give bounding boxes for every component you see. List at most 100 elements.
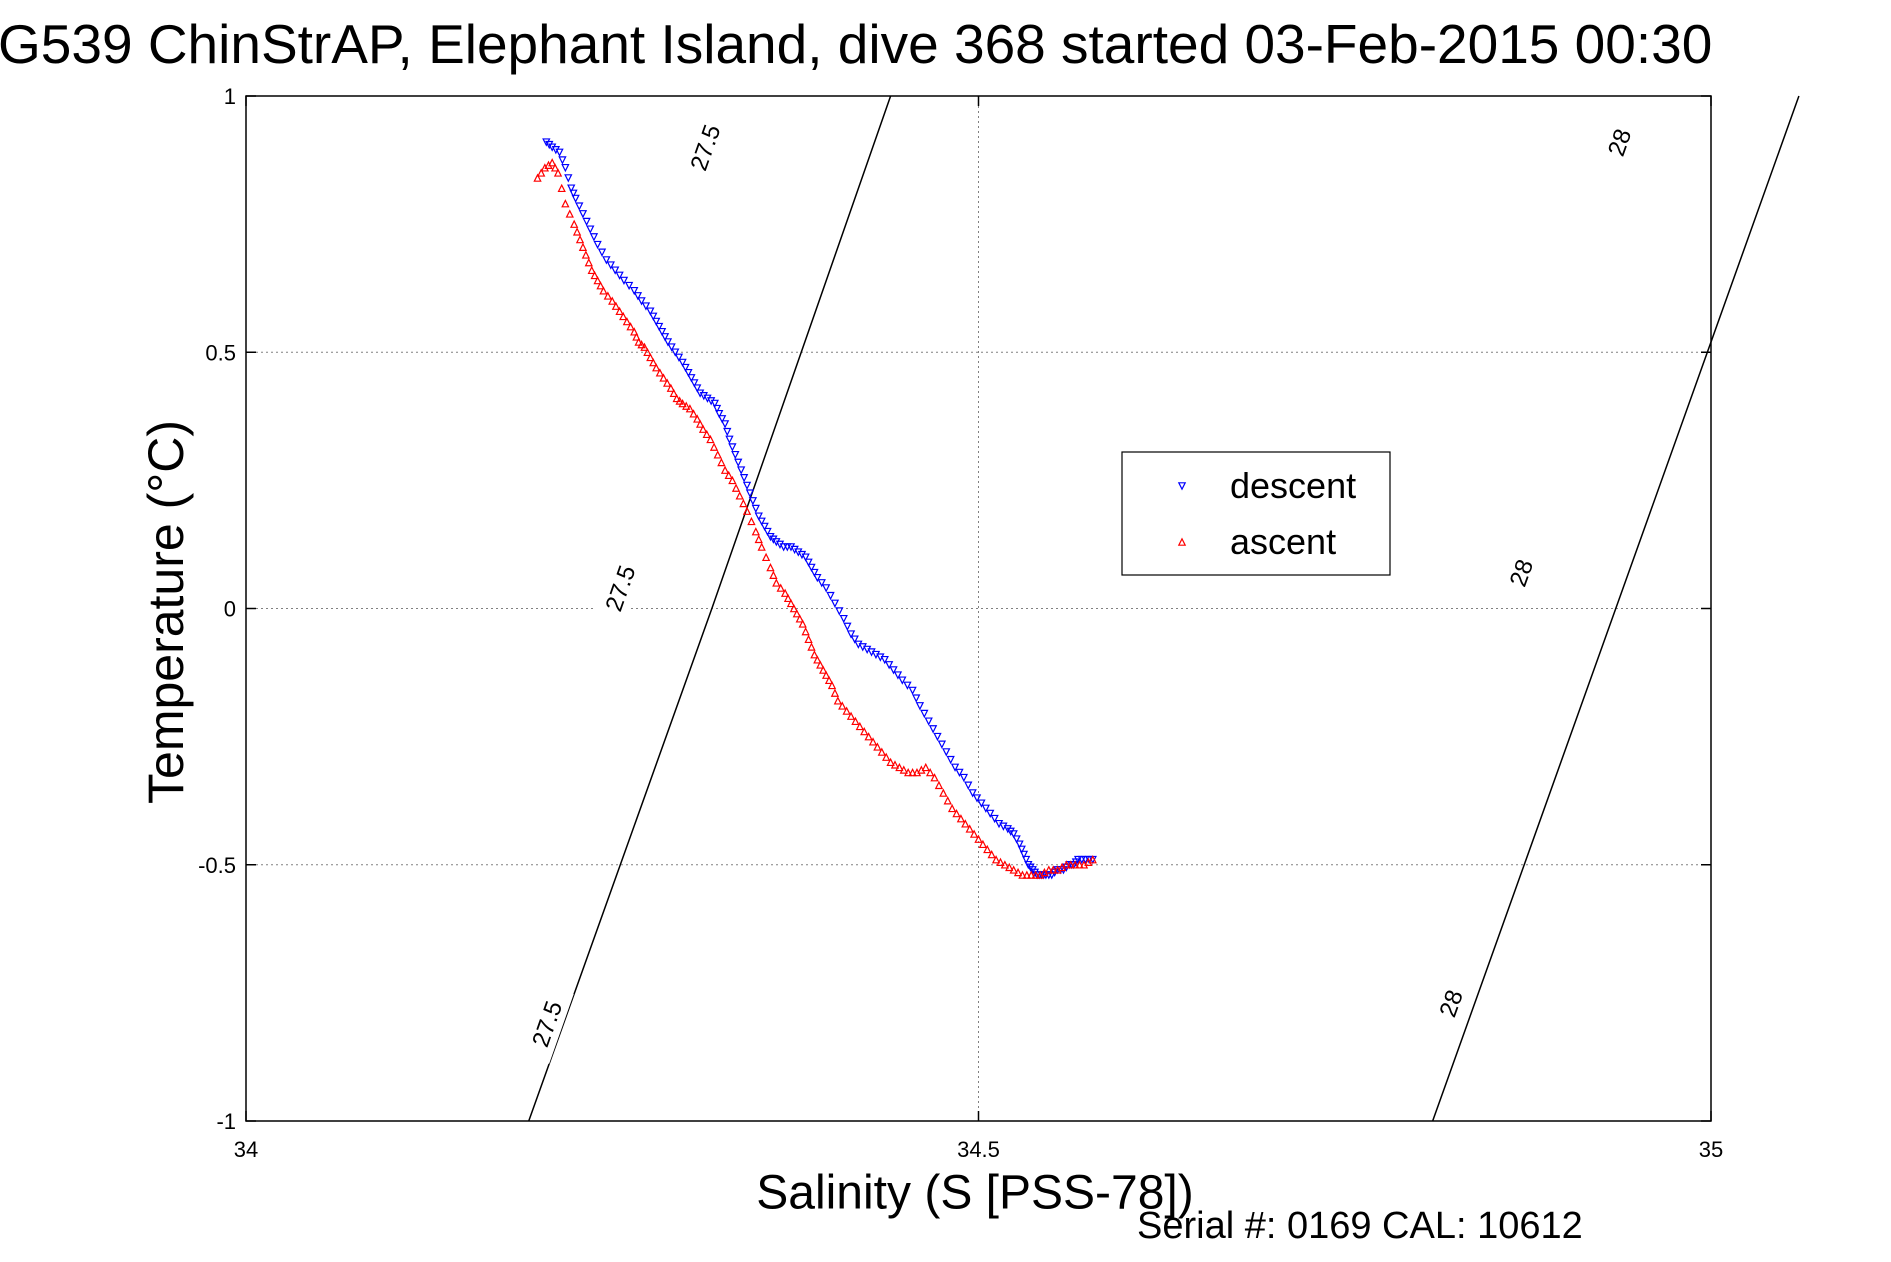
- ascent-point: [682, 401, 691, 410]
- ascent-point: [921, 762, 930, 772]
- descent-point: [630, 286, 639, 296]
- ascent-point: [761, 552, 771, 562]
- descent-point: [736, 466, 746, 475]
- ascent-point: [584, 258, 593, 267]
- ascent-point: [813, 655, 822, 664]
- ascent-point: [1044, 865, 1053, 874]
- descent-point: [690, 379, 699, 388]
- descent-point: [766, 532, 775, 542]
- descent-point: [1015, 840, 1024, 849]
- contour-label-bg: [677, 107, 732, 188]
- ascent-point: [702, 429, 711, 439]
- descent-point: [817, 579, 826, 588]
- ascent-point: [1088, 855, 1097, 864]
- ascent-point: [810, 650, 819, 659]
- descent-point: [699, 392, 708, 401]
- descent-point: [769, 535, 778, 544]
- descent-point: [731, 450, 740, 460]
- descent-point: [946, 755, 955, 765]
- ascent-point: [672, 393, 681, 403]
- legend-marker-descent: [1177, 482, 1187, 491]
- descent-point: [950, 763, 960, 772]
- ascent-point: [868, 737, 878, 746]
- descent-point: [654, 322, 664, 332]
- legend-box: [1121, 451, 1391, 576]
- ascent-point: [587, 265, 596, 275]
- ascent-point: [792, 609, 802, 618]
- ascent-point: [772, 578, 781, 587]
- descent-point: [915, 702, 925, 711]
- ascent-point: [553, 168, 563, 177]
- ascent-point: [816, 660, 825, 669]
- ascent-point: [934, 780, 944, 790]
- ascent-point: [842, 706, 851, 715]
- descent-point: [678, 358, 687, 368]
- ascent-point: [1071, 860, 1080, 869]
- x-tick-label: 34: [234, 1137, 258, 1162]
- ascent-point: [581, 250, 591, 259]
- ascent-point: [991, 855, 1001, 864]
- descent-point: [977, 799, 986, 808]
- ascent-point: [731, 483, 741, 492]
- ascent-point: [720, 465, 730, 474]
- ascent-point: [626, 322, 635, 331]
- descent-point: [972, 794, 982, 803]
- descent-point: [712, 404, 722, 414]
- descent-point: [555, 148, 564, 157]
- ascent-point: [1031, 870, 1040, 879]
- ascent-point: [821, 670, 831, 679]
- descent-point: [839, 614, 848, 624]
- descent-point: [551, 146, 561, 155]
- ascent-point: [877, 747, 886, 756]
- ascent-point: [619, 311, 628, 321]
- descent-point: [593, 240, 602, 250]
- ascent-point: [572, 227, 582, 236]
- descent-point: [1017, 845, 1026, 854]
- descent-point: [942, 748, 951, 757]
- ascent-point: [649, 357, 658, 367]
- ascent-point: [689, 409, 698, 418]
- descent-point: [880, 655, 889, 665]
- serial-cal-label: Serial #: 0169 CAL: 10612: [1137, 1205, 1583, 1247]
- ascent-point: [596, 281, 605, 290]
- descent-point: [1028, 866, 1037, 875]
- ascent-point: [557, 183, 566, 193]
- descent-point: [1024, 860, 1033, 870]
- ascent-point: [1062, 860, 1071, 869]
- ascent-point: [751, 527, 760, 536]
- ascent-point: [838, 701, 847, 710]
- ascent-point: [846, 711, 856, 720]
- ascent-point: [739, 498, 748, 508]
- ascent-point: [961, 819, 970, 828]
- ascent-point: [655, 368, 665, 377]
- ascent-point: [537, 168, 546, 177]
- descent-point: [637, 297, 646, 306]
- ascent-point: [717, 457, 726, 467]
- ascent-point: [1066, 860, 1075, 869]
- ascent-point: [978, 839, 988, 849]
- descent-point: [821, 584, 831, 593]
- ascent-point: [830, 688, 840, 697]
- ascent-point: [855, 721, 865, 731]
- ascent-point: [728, 475, 737, 485]
- descent-point: [772, 538, 781, 547]
- descent-point: [564, 174, 573, 183]
- y-tick-label: -1: [216, 1109, 236, 1134]
- chart-title: G539 ChinStrAP, Elephant Island, dive 36…: [0, 13, 1713, 75]
- ascent-point: [983, 844, 992, 854]
- ascent-point: [824, 675, 834, 685]
- ascent-point: [965, 824, 974, 833]
- ascent-point: [693, 414, 702, 423]
- ascent-point: [956, 814, 966, 823]
- descent-point: [751, 504, 760, 514]
- ascent-point: [615, 306, 624, 316]
- descent-point: [619, 276, 629, 286]
- ascent-point: [1022, 870, 1032, 879]
- legend-label-ascent: ascent: [1230, 521, 1336, 562]
- ascent-point: [561, 199, 570, 208]
- descent-point: [597, 248, 607, 257]
- ascent-point: [786, 598, 796, 608]
- ascent-point: [757, 542, 766, 551]
- ascent-point: [1000, 860, 1010, 869]
